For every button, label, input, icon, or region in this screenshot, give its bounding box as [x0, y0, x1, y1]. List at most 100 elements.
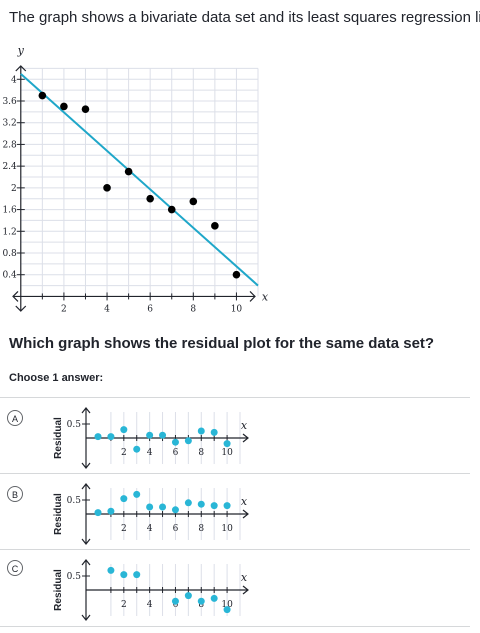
y-tick-label: 2.8	[2, 140, 17, 150]
x-axis-label: x	[241, 495, 248, 508]
y-tick-label: 3.6	[2, 97, 17, 107]
x-tick-label: 10	[221, 524, 233, 534]
x-axis-right-arrow	[242, 433, 249, 443]
residual-point	[120, 495, 128, 503]
choice-letter-c: C	[7, 560, 23, 576]
y-tick-label: 2.4	[2, 162, 17, 172]
residual-point	[133, 490, 141, 498]
residual-point	[133, 571, 141, 579]
x-tick-label: 8	[198, 448, 204, 458]
residual-plot-a: Residual x 0.5 2 4 6 8 10	[53, 407, 249, 469]
x-tick-label: 4	[147, 600, 153, 610]
prompt-text: The graph shows a bivariate data set and…	[9, 9, 480, 26]
x-axis-right-arrow	[242, 509, 249, 519]
y-axis-top-arrow	[15, 65, 27, 72]
y-axis-bottom-arrow	[15, 305, 27, 312]
data-point	[81, 105, 90, 113]
residual-point	[223, 502, 231, 510]
regression-line	[20, 73, 259, 287]
residual-point	[159, 431, 167, 439]
x-tick-label: 8	[190, 304, 196, 314]
question-text: Which graph shows the residual plot for …	[9, 335, 435, 352]
residual-point	[107, 433, 115, 441]
choice-letter-b: B	[7, 486, 23, 502]
residual-point	[94, 433, 102, 441]
x-axis-left-arrow	[12, 291, 19, 302]
data-point	[38, 91, 47, 100]
y-tick-label: 3.2	[2, 119, 16, 129]
y-tick-label: 0.4	[2, 271, 17, 281]
x-tick-label: 8	[198, 524, 204, 534]
choice-c[interactable]: C Residual x 0.5 2 4 6 8 10	[0, 549, 470, 627]
residual-point	[210, 594, 218, 602]
residual-point	[223, 606, 231, 614]
data-point	[211, 222, 219, 230]
y-axis-top-arrow	[81, 407, 91, 414]
choice-b[interactable]: B Residual x 0.5 2 4 6 8 10	[0, 473, 470, 550]
x-axis-right-arrow	[249, 291, 256, 302]
x-tick-label: 6	[147, 304, 153, 314]
residual-point	[146, 431, 154, 439]
x-axis-right-arrow	[242, 585, 249, 595]
y-axis-top-arrow	[81, 483, 91, 490]
data-point	[146, 194, 154, 203]
y-axis-top-arrow	[81, 559, 91, 566]
data-point	[189, 197, 198, 206]
y-tick-label: 0.5	[67, 496, 82, 506]
residual-point	[184, 592, 192, 600]
residual-point	[223, 440, 231, 448]
x-axis-label: x	[241, 419, 248, 432]
residual-point	[107, 566, 115, 574]
x-tick-label: 10	[221, 448, 233, 458]
data-point	[232, 270, 241, 279]
x-axis-label: x	[262, 290, 269, 303]
residual-plot-b: Residual x 0.5 2 4 6 8 10	[53, 483, 249, 545]
residual-point	[133, 445, 141, 453]
y-tick-label: 0.8	[2, 249, 17, 259]
x-tick-label: 10	[231, 304, 243, 314]
x-tick-label: 4	[147, 524, 153, 534]
x-tick-label: 6	[173, 524, 179, 534]
residual-axis-label: Residual	[53, 569, 64, 611]
residual-point	[171, 438, 179, 446]
residual-point	[171, 597, 179, 605]
residual-point	[146, 503, 154, 511]
residual-point	[197, 500, 205, 508]
choice-letter-a: A	[7, 410, 23, 426]
residual-point	[184, 499, 192, 507]
x-tick-label: 6	[173, 448, 179, 458]
x-tick-label: 2	[121, 448, 127, 458]
residual-point	[171, 506, 179, 514]
residual-point	[197, 427, 205, 435]
residual-axis-label: Residual	[53, 417, 64, 459]
data-point	[103, 184, 111, 192]
x-tick-label: 2	[121, 524, 127, 534]
data-point	[167, 205, 176, 214]
y-tick-label: 1.6	[2, 206, 17, 216]
residual-point	[120, 571, 128, 579]
x-tick-label: 2	[61, 304, 67, 314]
residual-plot-c: Residual x 0.5 2 4 6 8 10	[53, 559, 249, 621]
x-axis-label: x	[241, 571, 248, 584]
x-tick-label: 6	[173, 600, 179, 610]
choice-a[interactable]: A Residual x 0.5 2 4 6 8 10	[0, 397, 470, 474]
y-axis-bottom-arrow	[81, 538, 91, 545]
residual-point	[159, 503, 167, 511]
residual-point	[120, 426, 128, 434]
x-tick-label: 4	[104, 304, 110, 314]
x-tick-label: 2	[121, 600, 127, 610]
residual-point	[197, 597, 205, 605]
scatter-plot: y x 2 4 6 8 10 0.4 0.8 1.2 1.6 2 2.4 2.8 3.2 3.6 4	[2, 44, 269, 314]
y-axis-bottom-arrow	[81, 614, 91, 621]
residual-point	[184, 437, 192, 445]
y-axis-bottom-arrow	[81, 462, 91, 469]
choose-label: Choose 1 answer:	[9, 372, 104, 384]
y-tick-label: 0.5	[67, 572, 82, 582]
data-point	[60, 102, 68, 111]
residual-point	[107, 507, 115, 515]
y-tick-label: 1.2	[2, 227, 16, 237]
residual-point	[210, 502, 218, 510]
y-tick-label: 2	[11, 184, 17, 194]
y-tick-label: 4	[11, 75, 17, 85]
x-tick-label: 8	[198, 600, 204, 610]
